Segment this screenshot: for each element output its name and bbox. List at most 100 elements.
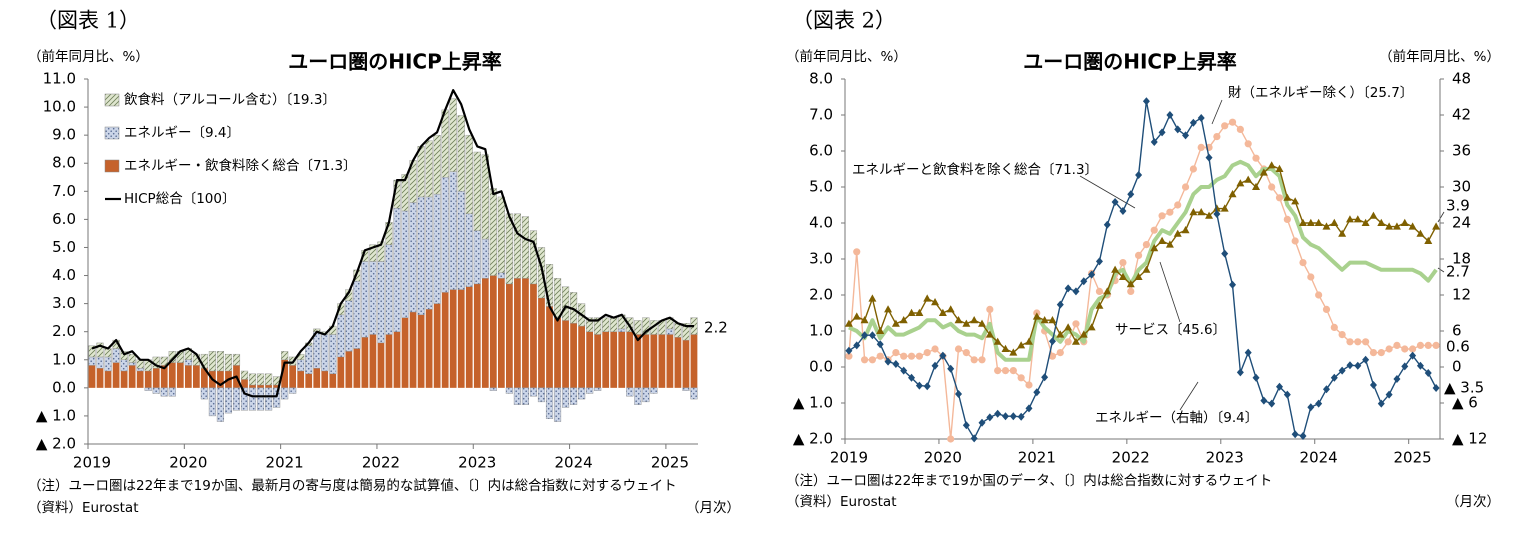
bar-segment xyxy=(570,387,578,405)
bar-segment xyxy=(297,371,305,388)
marker xyxy=(1166,111,1174,119)
bar-segment xyxy=(489,387,497,391)
bar-segment xyxy=(128,365,136,388)
bar-segment xyxy=(120,371,128,388)
leader-line xyxy=(1079,175,1136,209)
bar-segment xyxy=(401,174,409,212)
bar-segment xyxy=(513,387,521,405)
y-tick-label: ▲ 1.0 xyxy=(36,406,76,424)
bar-segment xyxy=(200,387,208,400)
marker xyxy=(1409,351,1417,360)
marker xyxy=(1103,220,1111,229)
bar-segment xyxy=(96,368,104,388)
bar-segment xyxy=(409,312,417,388)
bar-segment xyxy=(570,323,577,388)
bar-segment xyxy=(232,353,241,366)
x-tick-label: 2025 xyxy=(1394,449,1432,467)
bar-segment xyxy=(465,134,473,214)
marker xyxy=(1315,399,1323,408)
bar-segment xyxy=(546,306,553,388)
marker xyxy=(1111,265,1120,273)
y-tick-label: 36 xyxy=(1452,142,1471,160)
bar-segment xyxy=(618,331,626,388)
marker xyxy=(1276,382,1284,391)
bar-segment xyxy=(248,387,257,411)
bar-segment xyxy=(353,348,361,388)
legend-label: エネルギー〔9.4〕 xyxy=(124,125,240,141)
leader-line xyxy=(1437,211,1445,223)
bar-segment xyxy=(345,351,353,388)
marker xyxy=(970,356,978,364)
marker xyxy=(1416,229,1425,237)
marker xyxy=(1369,211,1378,219)
marker xyxy=(1306,218,1315,226)
y-tick-label: 0 xyxy=(1452,358,1462,376)
x-tick-label: 2020 xyxy=(924,449,962,467)
marker xyxy=(1040,316,1049,324)
bar-segment xyxy=(449,289,457,388)
marker xyxy=(1244,348,1252,357)
bar-segment xyxy=(537,387,546,403)
marker xyxy=(1182,131,1190,140)
marker xyxy=(1025,381,1033,389)
bar-segment xyxy=(506,283,513,388)
marker xyxy=(1024,337,1033,345)
marker xyxy=(908,373,916,382)
y-tick-label: 2.0 xyxy=(809,286,833,304)
marker xyxy=(1017,374,1025,382)
marker xyxy=(1135,171,1143,179)
y-tick-label: 1.0 xyxy=(52,350,76,368)
y2-axis-unit: （前年同月比、%） xyxy=(1379,48,1500,65)
bar-segment xyxy=(425,140,433,198)
bar-segment xyxy=(192,365,200,388)
x-tick-label: 2021 xyxy=(1018,449,1056,467)
series-callout: エネルギーと飲食料を除く総合〔71.3〕 xyxy=(852,161,1098,178)
bar-segment xyxy=(168,387,176,397)
marker xyxy=(884,305,893,313)
marker xyxy=(1385,390,1393,399)
marker xyxy=(860,316,869,324)
marker xyxy=(1385,222,1394,230)
bar-segment xyxy=(385,244,393,335)
y-tick-label: 24 xyxy=(1452,214,1471,232)
bar-segment xyxy=(152,368,160,388)
x-tick-label: 2020 xyxy=(169,454,207,472)
marker xyxy=(923,294,932,302)
marker xyxy=(915,381,923,390)
bar-segment xyxy=(473,151,481,231)
bar-segment xyxy=(337,356,345,388)
bar-segment xyxy=(433,303,441,388)
bar-segment xyxy=(369,261,377,335)
marker xyxy=(954,345,963,353)
x-tick-label: 2025 xyxy=(651,454,689,472)
bar-segment xyxy=(425,196,433,310)
marker xyxy=(899,316,908,324)
bar-segment xyxy=(321,371,329,388)
marker xyxy=(1354,361,1362,370)
bar-segment xyxy=(297,359,305,372)
marker xyxy=(931,298,940,306)
y-tick-label: 0.0 xyxy=(52,378,76,396)
bar-segment xyxy=(650,334,658,388)
marker xyxy=(1322,305,1331,313)
marker xyxy=(845,346,853,355)
marker xyxy=(1322,385,1330,394)
bar-segment xyxy=(256,373,265,386)
marker xyxy=(1095,287,1104,295)
marker xyxy=(1385,345,1393,353)
y-tick-label: 12 xyxy=(1452,286,1471,304)
bar-segment xyxy=(642,334,650,388)
marker xyxy=(892,360,900,368)
marker xyxy=(1213,133,1221,141)
bar-segment xyxy=(554,317,561,388)
bar-segment xyxy=(425,309,433,388)
y-tick-label: 0.0 xyxy=(809,358,833,376)
bar-segment xyxy=(208,387,216,417)
marker xyxy=(1103,287,1112,295)
bar-segment xyxy=(562,320,569,388)
marker xyxy=(1283,390,1291,399)
marker xyxy=(978,356,986,364)
bar-segment xyxy=(112,348,120,363)
y-axis-unit: （前年同月比、%） xyxy=(28,48,149,65)
legend-swatch xyxy=(104,126,120,140)
